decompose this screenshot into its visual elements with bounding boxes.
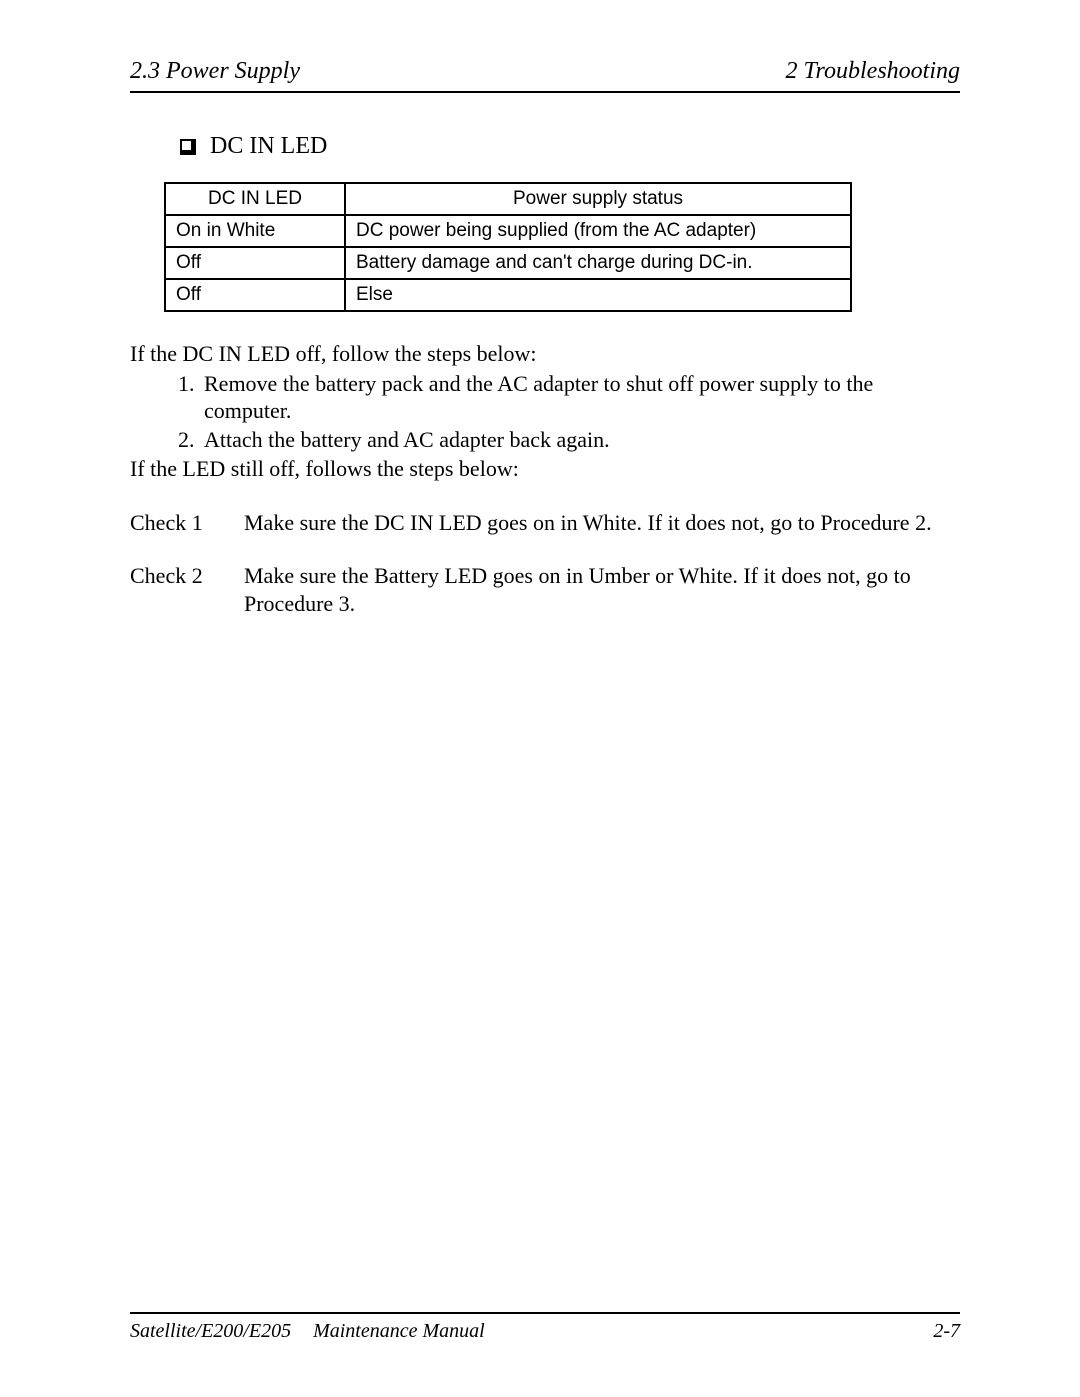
footer-manual: Maintenance Manual xyxy=(313,1320,485,1343)
table-row: Off Battery damage and can't charge duri… xyxy=(165,247,851,279)
check-block: Check 2 Make sure the Battery LED goes o… xyxy=(130,562,960,617)
footer-row: Satellite/E200/E205 Maintenance Manual 2… xyxy=(130,1320,960,1343)
footer-rule xyxy=(130,1312,960,1314)
body-text: If the DC IN LED off, follow the steps b… xyxy=(130,340,960,617)
check-label: Check 1 xyxy=(130,509,218,537)
table-cell: Battery damage and can't charge during D… xyxy=(345,247,851,279)
footer-left: Satellite/E200/E205 Maintenance Manual xyxy=(130,1320,485,1343)
header-section-right: 2 Troubleshooting xyxy=(786,58,960,85)
page-footer: Satellite/E200/E205 Maintenance Manual 2… xyxy=(130,1312,960,1343)
check-label: Check 2 xyxy=(130,562,218,617)
section-heading: DC IN LED xyxy=(180,133,960,160)
check-text: Make sure the Battery LED goes on in Umb… xyxy=(244,562,960,617)
table-cell: Off xyxy=(165,279,345,311)
dc-in-led-table: DC IN LED Power supply status On in Whit… xyxy=(164,182,852,312)
steps-list: Remove the battery pack and the AC adapt… xyxy=(130,370,960,454)
table-cell: DC power being supplied (from the AC ada… xyxy=(345,215,851,247)
table-header-row: DC IN LED Power supply status xyxy=(165,183,851,215)
section-title: DC IN LED xyxy=(210,133,327,160)
header-section-left: 2.3 Power Supply xyxy=(130,58,300,85)
intro-text: If the DC IN LED off, follow the steps b… xyxy=(130,340,960,368)
table-row: Off Else xyxy=(165,279,851,311)
table-cell: Else xyxy=(345,279,851,311)
followup-text: If the LED still off, follows the steps … xyxy=(130,455,960,483)
check-text: Make sure the DC IN LED goes on in White… xyxy=(244,509,960,537)
table-row: On in White DC power being supplied (fro… xyxy=(165,215,851,247)
table-header-cell: Power supply status xyxy=(345,183,851,215)
list-item: Attach the battery and AC adapter back a… xyxy=(200,426,960,454)
bullet-box-icon xyxy=(180,139,196,155)
list-item: Remove the battery pack and the AC adapt… xyxy=(200,370,960,425)
table-header-cell: DC IN LED xyxy=(165,183,345,215)
footer-page-number: 2-7 xyxy=(933,1320,960,1343)
table-cell: Off xyxy=(165,247,345,279)
header-rule xyxy=(130,91,960,93)
footer-product: Satellite/E200/E205 xyxy=(130,1320,291,1343)
page-header: 2.3 Power Supply 2 Troubleshooting xyxy=(130,58,960,85)
table-cell: On in White xyxy=(165,215,345,247)
page: 2.3 Power Supply 2 Troubleshooting DC IN… xyxy=(0,0,1080,1397)
check-block: Check 1 Make sure the DC IN LED goes on … xyxy=(130,509,960,537)
